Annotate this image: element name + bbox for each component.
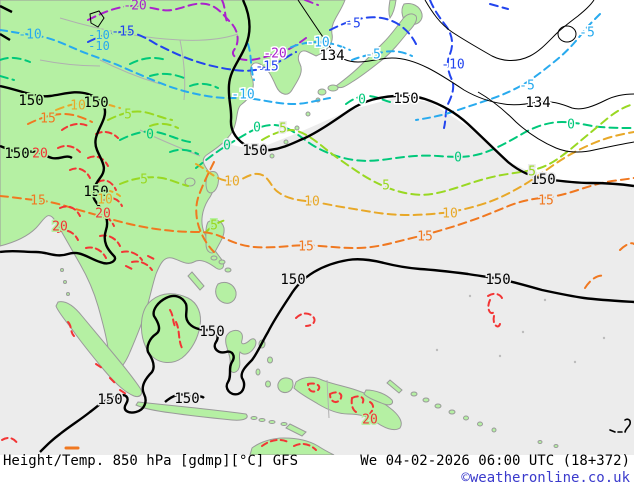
- contour-label--5: -5: [345, 17, 361, 32]
- temp-contours-yellow: [55, 100, 634, 217]
- contour-label-0: 0: [567, 118, 575, 133]
- weather-map: 150 150 150 150 150 150 150 150 150 150 150 150 134 1…: [0, 0, 634, 455]
- temp-contours-purple: [87, 0, 319, 62]
- chart-title: Height/Temp. 850 hPa [gdmp][°C] GFS: [3, 453, 299, 469]
- contour-label-150: 150: [18, 93, 43, 109]
- contour-label-0: 0: [358, 93, 366, 108]
- contour-label-0: 0: [454, 151, 462, 166]
- contour-label-15: 15: [40, 112, 56, 127]
- contour-label--10: -10: [18, 28, 41, 43]
- small-islets: [435, 294, 606, 364]
- land-timor: [285, 423, 307, 437]
- land-shikoku: [327, 84, 339, 92]
- contour-label--5: -5: [365, 48, 381, 63]
- copyright-link[interactable]: ©weatheronline.co.uk: [461, 470, 630, 486]
- land-new-britain: [363, 389, 393, 406]
- contour-label-5: 5: [279, 122, 287, 137]
- contour-label-10: 10: [224, 175, 240, 190]
- contour-label-20: 20: [32, 147, 48, 162]
- land-java: [135, 401, 248, 421]
- contour-label--10: -10: [88, 28, 110, 42]
- contour-label--10: -10: [231, 88, 254, 103]
- contour-label-15: 15: [298, 240, 314, 255]
- contour-label-20: 20: [95, 207, 111, 222]
- contour-150-island-wiggle: [164, 393, 205, 403]
- contour-150-north: [227, 0, 634, 188]
- contour-label-15: 15: [417, 230, 433, 245]
- land-birds-head: [277, 377, 294, 393]
- country-borders: [39, 17, 330, 419]
- contour-label-150: 150: [83, 184, 108, 200]
- contour-label-5: 5: [210, 219, 218, 234]
- contour-label-15: 15: [538, 194, 554, 209]
- contour-label--5: -5: [519, 79, 535, 94]
- contour-label-10: 10: [442, 207, 458, 222]
- contour-label-10: 10: [97, 193, 113, 208]
- contour-150-south: [39, 258, 634, 453]
- land-new-ireland: [386, 379, 403, 394]
- contour-label-150: 150: [199, 324, 224, 340]
- contour-150-west-branch: [0, 144, 73, 160]
- land-kyushu: [317, 88, 327, 96]
- contour-label-150: 150: [530, 172, 555, 188]
- small-black-marks: [609, 418, 631, 433]
- contour-label-150: 150: [280, 272, 305, 288]
- contour-label-10: 10: [304, 195, 320, 210]
- temp-contours-teal: [0, 56, 634, 169]
- land-sumatra: [55, 301, 143, 397]
- land-new-guinea: [293, 376, 402, 431]
- height-contours-thin-134: [89, 0, 634, 153]
- contour-label--10: -10: [441, 58, 464, 73]
- contour-label-5: 5: [382, 179, 390, 194]
- contour-label-5: 5: [528, 165, 536, 180]
- contour-label--15: -15: [111, 25, 134, 40]
- temp-contours-lime: [107, 103, 634, 233]
- contour-label-150: 150: [485, 272, 510, 288]
- contour-label-150: 150: [97, 392, 122, 408]
- contour-label-134: 134: [525, 95, 550, 111]
- contour-label-134: 134: [319, 48, 344, 64]
- contour-label--10: -10: [306, 36, 329, 51]
- land-palawan: [187, 271, 205, 291]
- contour-label-10: 10: [70, 99, 86, 114]
- contour-label-150: 150: [242, 143, 267, 159]
- temp-contours-orange: [0, 112, 634, 450]
- land-hainan: [184, 177, 196, 187]
- contour-label-20: 20: [52, 220, 68, 235]
- contour-label--5: -5: [579, 26, 595, 41]
- contour-label-150: 150: [4, 146, 29, 162]
- land-taiwan: [205, 171, 219, 194]
- contour-label-0: 0: [253, 121, 261, 136]
- land-honshu: [335, 13, 417, 89]
- height-contours-thick-150: [0, 0, 634, 453]
- land-sakhalin: [388, 0, 397, 20]
- contour-label--20: -20: [123, 0, 146, 14]
- contour-label-150: 150: [393, 91, 418, 107]
- temp-contours-red: [1, 122, 503, 451]
- contour-label-20: 20: [362, 413, 378, 428]
- contour-label-0: 0: [146, 128, 154, 143]
- temp-contours-blue: [87, 0, 509, 129]
- contour-label--20: -20: [263, 47, 286, 62]
- contour-label--10: -10: [88, 39, 110, 53]
- chart-datetime: We 04-02-2026 06:00 UTC (18+372): [360, 453, 630, 469]
- contour-label-15: 15: [30, 194, 46, 209]
- contour-label-150: 150: [83, 95, 108, 111]
- contour-150-plateau: [0, 84, 117, 265]
- land-mindanao: [215, 281, 237, 304]
- contour-label-0: 0: [223, 139, 231, 154]
- contour-label-5: 5: [140, 173, 148, 188]
- contour-label--15: -15: [255, 60, 278, 75]
- contour-label-5: 5: [124, 108, 132, 123]
- contour-label-150: 150: [174, 391, 199, 407]
